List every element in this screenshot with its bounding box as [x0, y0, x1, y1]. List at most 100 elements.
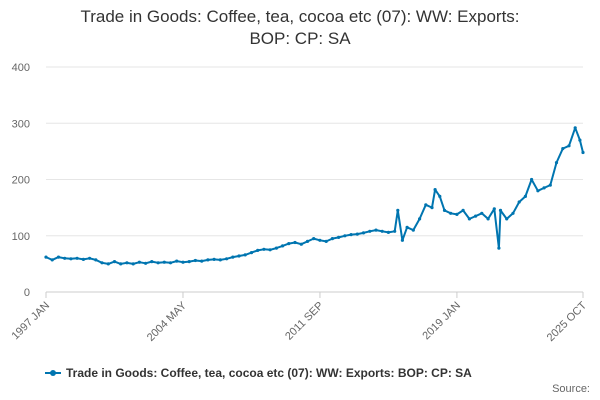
data-point — [355, 232, 359, 236]
y-tick-label: 0 — [24, 287, 30, 299]
data-point — [256, 248, 260, 252]
data-point — [268, 248, 272, 252]
data-point — [287, 242, 291, 246]
data-point — [162, 260, 166, 264]
chart-title-line-2: BOP: CP: SA — [249, 29, 351, 48]
data-point — [554, 161, 559, 165]
data-point — [386, 230, 390, 234]
data-point — [150, 260, 154, 264]
data-point — [156, 261, 160, 265]
data-point — [400, 238, 404, 242]
data-point — [561, 147, 565, 151]
data-point — [75, 256, 79, 260]
data-point — [542, 186, 546, 190]
data-point — [212, 257, 216, 261]
data-point — [442, 208, 447, 212]
data-point — [486, 217, 490, 221]
data-point — [578, 138, 582, 142]
data-point — [137, 260, 141, 264]
data-point — [274, 246, 278, 250]
data-point — [433, 188, 437, 192]
data-point — [293, 240, 297, 245]
data-point — [299, 242, 303, 246]
data-point — [100, 261, 104, 265]
data-point — [380, 229, 384, 233]
data-point — [480, 211, 484, 215]
data-point — [193, 258, 197, 263]
data-point — [131, 262, 135, 266]
data-point — [50, 258, 54, 262]
series-layer — [44, 126, 585, 266]
data-point — [349, 233, 353, 237]
data-point — [505, 217, 509, 221]
series-line — [45, 126, 584, 265]
data-point — [69, 257, 73, 261]
data-point — [218, 258, 222, 262]
legend-marker-icon — [50, 370, 56, 376]
y-tick-label: 100 — [12, 231, 30, 243]
legend[interactable]: Trade in Goods: Coffee, tea, cocoa etc (… — [45, 366, 472, 380]
data-point — [318, 238, 322, 242]
data-point — [461, 208, 465, 212]
chart-title: Trade in Goods: Coffee, tea, cocoa etc (… — [0, 6, 600, 50]
data-point — [330, 237, 334, 241]
data-point — [125, 261, 129, 265]
data-point — [361, 231, 366, 235]
data-point — [168, 261, 173, 265]
data-point — [56, 255, 61, 259]
x-tick-label: 2004 MAY — [145, 299, 190, 344]
x-tick-label: 2019 JAN — [420, 300, 463, 343]
data-point — [573, 126, 577, 130]
data-point — [63, 256, 67, 260]
data-point — [119, 262, 123, 266]
data-point — [396, 208, 400, 212]
data-point — [237, 254, 241, 258]
data-point — [548, 183, 552, 187]
data-point — [81, 257, 85, 261]
data-point — [581, 150, 585, 155]
data-point — [368, 229, 372, 233]
y-tick-label: 300 — [12, 118, 30, 130]
data-point — [324, 239, 328, 243]
data-point — [305, 239, 310, 243]
y-axis-tick-labels: 0 100 200 300 400 — [12, 62, 30, 299]
source-label: Source: — [552, 383, 590, 395]
data-point — [523, 194, 528, 198]
x-axis-tick-labels: 1997 JAN 2004 MAY 2011 SEP 2019 JAN 2025 OCT — [9, 292, 589, 344]
data-point — [374, 228, 378, 232]
y-tick-label: 200 — [12, 175, 30, 187]
data-point — [455, 212, 459, 216]
data-point — [418, 217, 422, 221]
data-point — [467, 217, 471, 221]
data-point — [206, 258, 210, 262]
data-point — [430, 206, 434, 210]
data-point — [530, 177, 534, 182]
grid-lines — [46, 66, 583, 237]
data-point — [449, 211, 453, 215]
data-point — [187, 260, 191, 264]
data-point — [231, 255, 235, 259]
data-point — [567, 144, 571, 148]
x-tick-label: 2025 OCT — [545, 299, 590, 344]
data-point — [312, 237, 316, 241]
data-point — [424, 203, 428, 207]
data-point — [438, 194, 442, 198]
data-point — [517, 200, 521, 204]
data-point — [94, 258, 98, 262]
data-point — [262, 247, 266, 251]
data-point — [44, 255, 48, 259]
data-point — [181, 260, 185, 264]
data-point — [106, 262, 110, 266]
data-point — [337, 235, 341, 239]
data-point — [343, 234, 347, 238]
data-point — [393, 229, 397, 233]
y-tick-label: 400 — [12, 62, 30, 74]
data-point — [225, 257, 229, 261]
data-point — [405, 225, 409, 229]
data-point — [112, 260, 117, 264]
data-point — [144, 261, 148, 265]
data-point — [175, 259, 179, 263]
data-point — [411, 228, 415, 232]
data-point — [249, 251, 254, 255]
